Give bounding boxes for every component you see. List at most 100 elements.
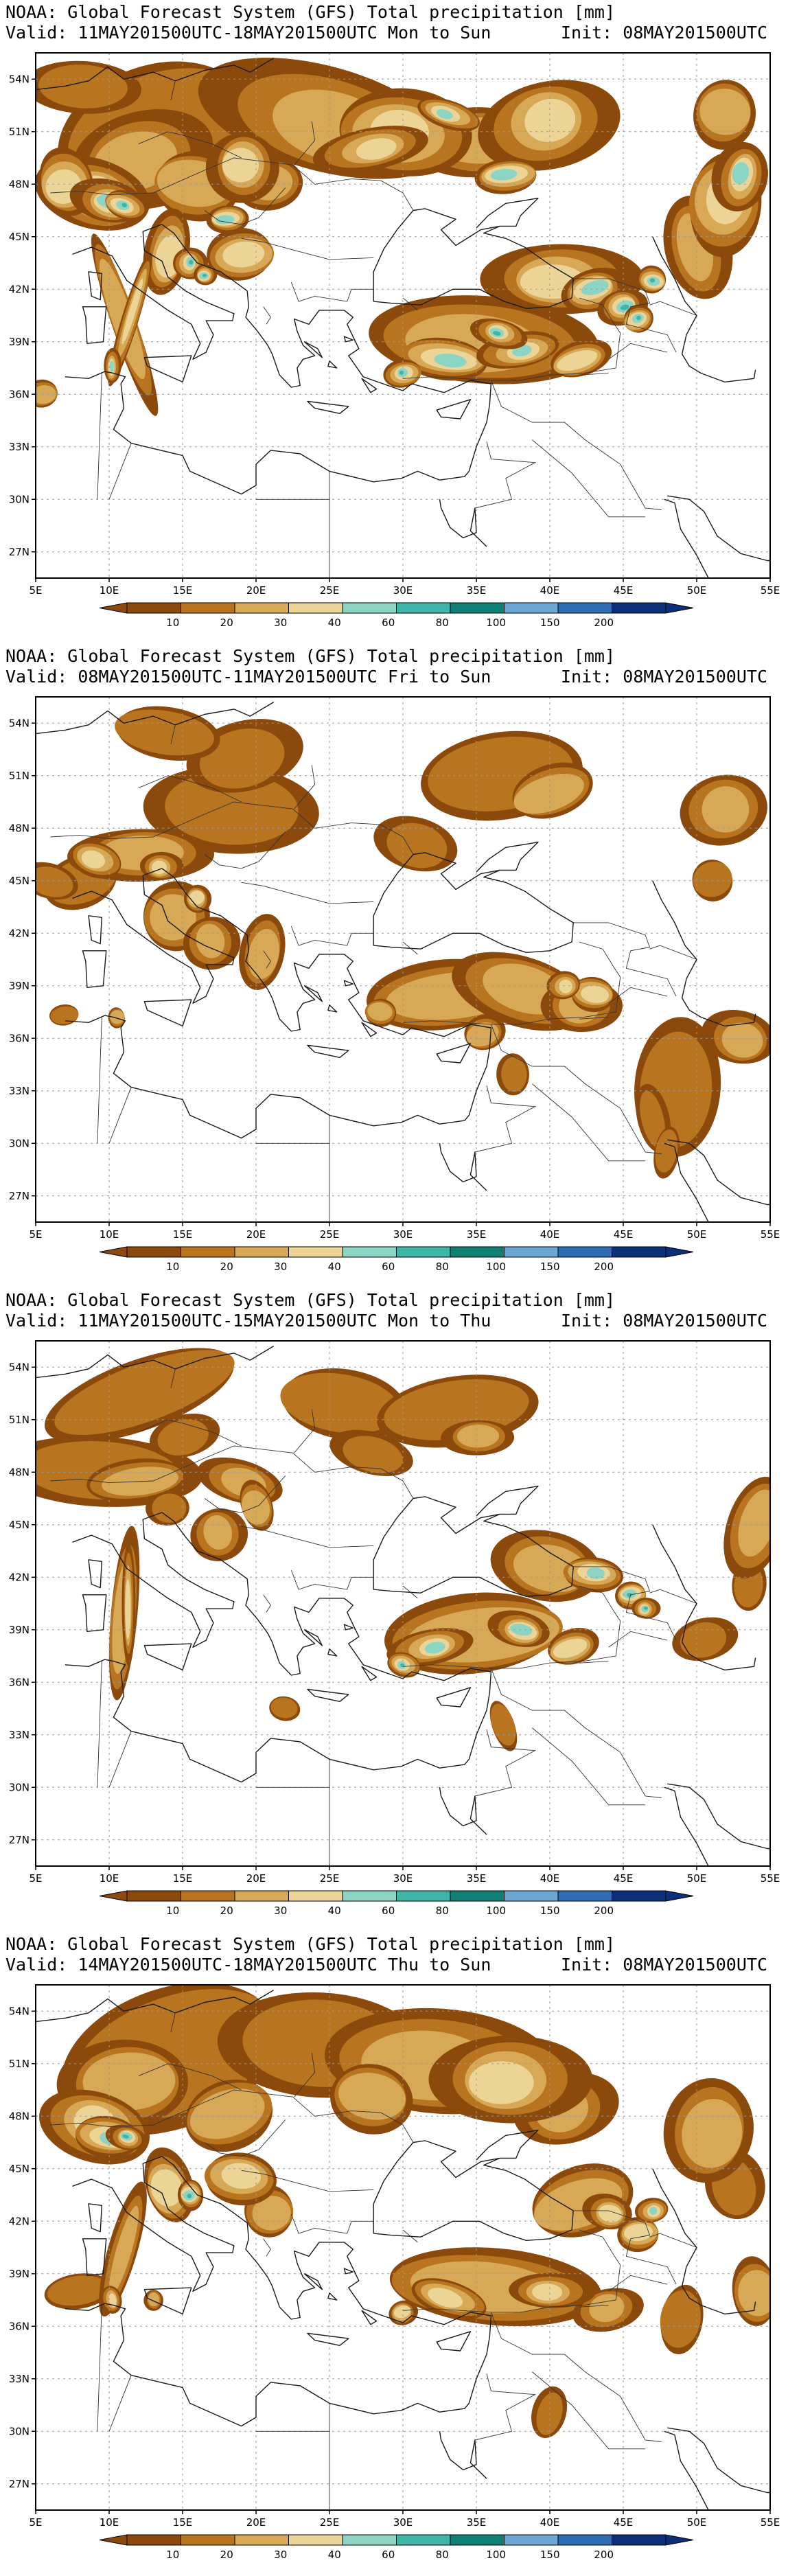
lon-tick-label: 50E <box>687 2516 707 2529</box>
colorbar-label: 200 <box>594 1261 614 1273</box>
lat-tick-label: 27N <box>9 2478 30 2490</box>
colorbar-label: 150 <box>540 1261 560 1273</box>
lon-tick-label: 20E <box>246 1872 266 1885</box>
lat-tick-label: 39N <box>9 980 30 992</box>
map-title: NOAA: Global Forecast System (GFS) Total… <box>5 646 615 666</box>
colorbar-label: 100 <box>486 1905 506 1917</box>
forecast-panel-4: NOAA: Global Forecast System (GFS) Total… <box>0 1932 788 2576</box>
colorbar-swatch <box>234 1890 289 1902</box>
lon-tick-label: 25E <box>320 2516 340 2529</box>
colorbar-label: 150 <box>540 617 560 629</box>
colorbar-swatch <box>288 2534 343 2546</box>
forecast-panel-1: NOAA: Global Forecast System (GFS) Total… <box>0 0 788 644</box>
colorbar-swatch <box>181 602 235 614</box>
colorbar-swatch <box>342 1246 397 1258</box>
lon-tick-label: 35E <box>467 584 487 597</box>
precipitation-field <box>36 1348 770 1751</box>
map-title: NOAA: Global Forecast System (GFS) Total… <box>5 1934 615 1954</box>
country-borders <box>50 724 697 1222</box>
lon-tick-label: 45E <box>614 1228 634 1241</box>
lon-tick-label: 50E <box>687 1872 707 1885</box>
colorbar-swatch <box>342 602 397 614</box>
colorbar-swatch <box>450 2534 505 2546</box>
lon-tick-label: 25E <box>320 1872 340 1885</box>
lon-tick-label: 10E <box>100 1872 119 1885</box>
colorbar-swatch <box>342 2534 397 2546</box>
colorbar-swatch <box>612 1890 667 1902</box>
lon-tick-label: 40E <box>540 584 560 597</box>
lat-tick-label: 33N <box>9 1085 30 1097</box>
lon-tick-label: 20E <box>246 2516 266 2529</box>
lon-tick-label: 15E <box>173 1872 193 1885</box>
colorbar-swatch <box>126 2534 181 2546</box>
map-title: NOAA: Global Forecast System (GFS) Total… <box>5 1290 615 1310</box>
precipitation-field <box>39 1985 770 2439</box>
lat-tick-label: 45N <box>9 231 30 243</box>
lon-tick-label: 15E <box>173 2516 193 2529</box>
lon-tick-label: 35E <box>467 2516 487 2529</box>
precipitation-map: NOAA: Global Forecast System (GFS) Total… <box>5 1290 780 1917</box>
lon-tick-label: 35E <box>467 1228 487 1241</box>
lon-tick-label: 5E <box>29 1228 42 1241</box>
colorbar-swatch <box>612 2534 667 2546</box>
init-time: Init: 08MAY201500UTC <box>561 1311 767 1331</box>
lat-tick-label: 33N <box>9 2373 30 2385</box>
lon-tick-label: 30E <box>393 1228 413 1241</box>
lat-tick-label: 51N <box>9 1414 30 1426</box>
colorbar-swatch <box>504 1890 559 1902</box>
colorbar-swatch <box>450 1890 505 1902</box>
colorbar-swatch <box>504 1246 559 1258</box>
colorbar-label: 60 <box>382 1261 395 1273</box>
colorbar-label: 150 <box>540 1905 560 1917</box>
precipitation-map: NOAA: Global Forecast System (GFS) Total… <box>5 1934 780 2561</box>
lat-tick-label: 48N <box>9 822 30 834</box>
colorbar-label: 80 <box>436 1905 449 1917</box>
lon-tick-label: 10E <box>100 2516 119 2529</box>
colorbar-label: 10 <box>166 2549 179 2561</box>
colorbar-label: 80 <box>436 2549 449 2561</box>
colorbar-swatch <box>181 1890 235 1902</box>
lon-tick-label: 20E <box>246 584 266 597</box>
lon-tick-label: 25E <box>320 1228 340 1241</box>
colorbar-label: 100 <box>486 2549 506 2561</box>
init-time: Init: 08MAY201500UTC <box>561 1955 767 1975</box>
coastlines <box>36 701 770 1222</box>
precipitation-map: NOAA: Global Forecast System (GFS) Total… <box>5 2 780 629</box>
colorbar-label: 30 <box>274 2549 287 2561</box>
lat-tick-label: 36N <box>9 388 30 400</box>
country-borders <box>50 1368 697 1866</box>
colorbar-swatch <box>396 2534 451 2546</box>
lat-tick-label: 45N <box>9 875 30 887</box>
colorbar: 10 20 30 40 60 80 100 150 200 <box>99 2534 694 2561</box>
colorbar-swatch <box>181 2534 235 2546</box>
map-title: NOAA: Global Forecast System (GFS) Total… <box>5 2 615 22</box>
lon-tick-label: 55E <box>761 1228 780 1241</box>
graticule <box>36 697 770 1222</box>
colorbar-swatch <box>126 1890 181 1902</box>
colorbar-label: 20 <box>220 1905 233 1917</box>
colorbar-swatch <box>612 1246 667 1258</box>
lat-tick-label: 45N <box>9 1519 30 1531</box>
lat-tick-label: 48N <box>9 1466 30 1478</box>
colorbar-label: 200 <box>594 617 614 629</box>
lat-tick-label: 30N <box>9 2425 30 2437</box>
colorbar-swatch <box>396 1890 451 1902</box>
lat-tick-label: 54N <box>9 2005 30 2017</box>
lat-tick-label: 45N <box>9 2163 30 2175</box>
colorbar: 10 20 30 40 60 80 100 150 200 <box>99 1246 694 1273</box>
lon-tick-label: 40E <box>540 2516 560 2529</box>
country-borders <box>50 80 697 578</box>
lat-tick-label: 27N <box>9 1834 30 1846</box>
colorbar-swatch <box>396 602 451 614</box>
colorbar-label: 10 <box>166 1905 179 1917</box>
colorbar-label: 60 <box>382 1905 395 1917</box>
colorbar-swatch <box>126 1246 181 1258</box>
colorbar-label: 80 <box>436 617 449 629</box>
colorbar-swatch <box>557 2534 612 2546</box>
colorbar-label: 30 <box>274 617 287 629</box>
colorbar-swatch <box>557 1890 612 1902</box>
colorbar-label: 60 <box>382 2549 395 2561</box>
colorbar-swatch <box>450 1246 505 1258</box>
colorbar-swatch <box>181 1246 235 1258</box>
precipitation-field <box>36 706 770 1179</box>
